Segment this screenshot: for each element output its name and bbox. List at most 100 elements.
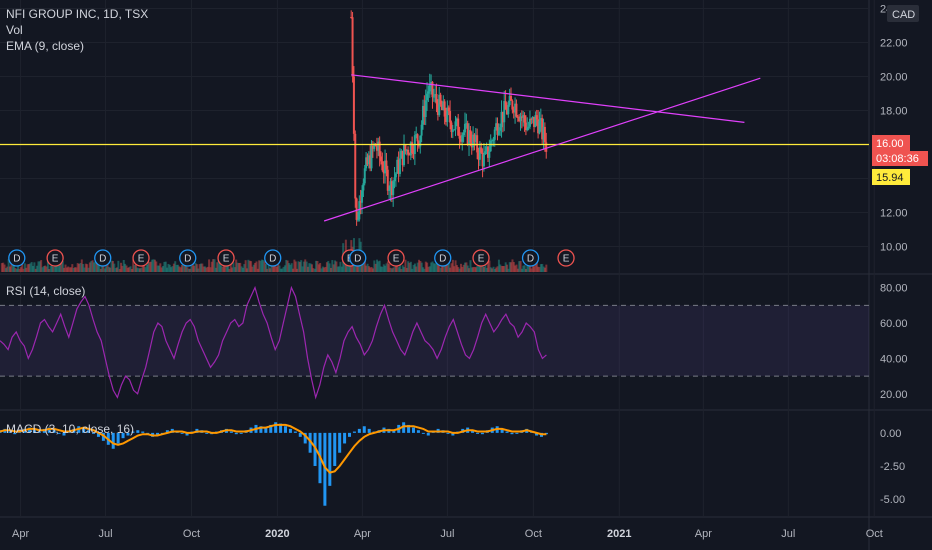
volume-bar: [195, 264, 198, 272]
volume-bar: [397, 267, 400, 272]
volume-bar: [237, 262, 240, 272]
rsi-line: [0, 285, 547, 400]
macd-histogram-bar: [8, 431, 12, 433]
volume-bar: [115, 267, 118, 272]
volume-bar: [369, 267, 372, 272]
rsi-label[interactable]: RSI (14, close): [6, 284, 86, 298]
macd-tick-label: -2.50: [880, 461, 905, 473]
volume-bar: [381, 266, 384, 272]
candle-body: [390, 181, 393, 196]
volume-bar: [259, 260, 262, 272]
candles: [350, 10, 548, 226]
volume-bar: [450, 263, 453, 272]
time-tick-label: Oct: [183, 528, 200, 540]
volume-bar: [59, 261, 62, 272]
volume-bar: [199, 263, 202, 272]
volume-bar: [36, 265, 39, 272]
candle-body: [442, 101, 445, 111]
candle-body: [535, 115, 538, 120]
candle-body: [465, 123, 468, 125]
macd-histogram-bar: [229, 431, 233, 433]
candle-body: [480, 147, 483, 153]
volume-bar: [225, 265, 228, 272]
volume-bar: [470, 267, 473, 272]
volume-bar: [113, 263, 116, 272]
candle-body: [474, 135, 477, 142]
macd-pane[interactable]: [0, 422, 548, 506]
candle-body: [417, 141, 420, 147]
volume-bar: [32, 265, 35, 272]
candle-body: [359, 201, 362, 203]
candle-body: [436, 103, 439, 115]
volume-bar: [168, 264, 171, 272]
time-axis[interactable]: Apr Jul Oct 2020 Apr Jul Oct 2021 Apr Jul Oct: [12, 528, 883, 540]
macd-histogram-bar: [92, 432, 96, 434]
price-tick-label: 22.00: [880, 38, 908, 50]
candle-body: [394, 173, 397, 178]
volume-bar: [361, 260, 364, 272]
time-tick-label: Apr: [12, 528, 29, 540]
candle-body: [463, 123, 466, 133]
volume-bar: [533, 266, 536, 272]
volume-bar: [392, 267, 395, 272]
macd-label[interactable]: MACD (3, 10, close, 16): [6, 422, 135, 436]
symbol-title[interactable]: NFI GROUP INC, 1D, TSX: [6, 7, 149, 21]
candle-body: [457, 118, 460, 136]
candle-body: [438, 94, 441, 115]
volume-bar: [136, 267, 139, 272]
candle-body: [477, 152, 480, 160]
volume-bar: [105, 266, 108, 272]
volume-bar: [84, 263, 87, 272]
volume-bar: [137, 268, 140, 272]
volume-bar: [76, 263, 79, 272]
candle-body: [450, 122, 453, 133]
macd-histogram-bar: [52, 430, 56, 433]
volume-bar: [174, 261, 177, 272]
candle-body: [435, 94, 438, 104]
volume-bar: [415, 266, 418, 272]
event-label: D: [354, 254, 361, 265]
volume-bar: [176, 264, 179, 272]
volume-bar: [401, 265, 404, 272]
candle-body: [516, 116, 519, 118]
rsi-pane[interactable]: [0, 285, 869, 400]
volume-bar: [246, 268, 249, 272]
volume-bar: [393, 266, 396, 272]
volume-label[interactable]: Vol: [6, 23, 23, 37]
ema-label[interactable]: EMA (9, close): [6, 39, 85, 53]
volume-bar: [198, 264, 201, 272]
volume-bar: [329, 267, 332, 272]
candle-body: [439, 94, 442, 105]
price-axis[interactable]: 10.0012.0014.0016.0018.0020.0022.0024.00…: [880, 4, 908, 507]
time-tick-label: 2020: [265, 528, 289, 540]
macd-histogram-bar: [446, 432, 450, 434]
volume-bar: [484, 261, 487, 272]
volume-bar: [139, 268, 142, 272]
volume-bar: [516, 268, 519, 272]
candle-body: [518, 117, 521, 122]
volume-bar: [2, 262, 5, 272]
volume-bar: [543, 267, 546, 272]
volume-bar: [281, 268, 284, 272]
volume-bar: [527, 263, 530, 272]
rsi-tick-label: 60.00: [880, 318, 908, 330]
volume-bar: [538, 267, 541, 272]
macd-histogram-bar: [298, 432, 302, 437]
candle-body: [491, 140, 494, 142]
volume-bar: [545, 264, 548, 272]
volume-bar: [189, 268, 192, 272]
candle-body: [431, 81, 434, 98]
macd-histogram-bar: [131, 431, 135, 433]
volume-bar: [541, 263, 544, 272]
volume-bar: [26, 264, 29, 272]
volume-bar: [56, 266, 59, 272]
volume-bar: [122, 259, 125, 272]
price-tick-label: 18.00: [880, 106, 908, 118]
macd-histogram-bar: [28, 427, 32, 433]
candle-body: [412, 153, 415, 155]
macd-histogram-bar: [357, 428, 361, 433]
volume-bar: [15, 268, 18, 272]
price-pane[interactable]: DEDEDEDEDEDEDE: [0, 10, 869, 272]
volume-bar: [204, 266, 207, 272]
